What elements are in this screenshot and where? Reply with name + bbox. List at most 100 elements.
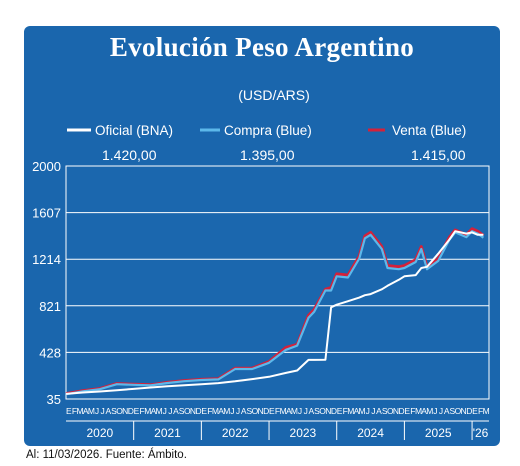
x-month-label: F bbox=[140, 406, 145, 416]
y-tick-label: 1214 bbox=[32, 252, 61, 267]
page-title: Evolución Peso Argentino bbox=[109, 32, 415, 62]
x-month-label: D bbox=[195, 406, 201, 416]
x-month-label: A bbox=[354, 406, 360, 416]
x-year-label: 2020 bbox=[86, 426, 113, 440]
value-oficial: 1.420,00 bbox=[102, 147, 157, 163]
y-tick-label: 35 bbox=[47, 392, 61, 407]
x-month-label: M bbox=[280, 406, 287, 416]
x-month-label: F bbox=[275, 406, 280, 416]
x-month-label: M bbox=[291, 406, 298, 416]
legend-label-oficial: Oficial (BNA) bbox=[95, 123, 173, 138]
x-year-label: 2024 bbox=[357, 426, 384, 440]
x-month-label: O bbox=[184, 406, 191, 416]
x-month-label: E bbox=[66, 406, 72, 416]
line-oficial-bna bbox=[65, 230, 484, 395]
x-month-label: M bbox=[223, 406, 230, 416]
x-month-label: A bbox=[218, 406, 224, 416]
x-year-label: 2022 bbox=[222, 426, 249, 440]
x-month-label: M bbox=[426, 406, 433, 416]
x-month-label: F bbox=[343, 406, 348, 416]
x-year-label: 2025 bbox=[425, 426, 452, 440]
x-month-label: J bbox=[304, 406, 308, 416]
x-month-label: J bbox=[366, 406, 370, 416]
legend-label-compra: Compra (Blue) bbox=[224, 123, 312, 138]
x-month-label: O bbox=[455, 406, 462, 416]
value-venta: 1.415,00 bbox=[411, 147, 466, 163]
x-month-label: A bbox=[444, 406, 450, 416]
x-month-label: A bbox=[105, 406, 111, 416]
x-month-label: M bbox=[88, 406, 95, 416]
x-month-label: A bbox=[309, 406, 315, 416]
x-month-label: A bbox=[241, 406, 247, 416]
x-month-label: N bbox=[190, 406, 196, 416]
x-month-label: E bbox=[201, 406, 207, 416]
x-month-label: S bbox=[314, 406, 320, 416]
x-month-label: M bbox=[347, 406, 354, 416]
x-month-label: N bbox=[325, 406, 331, 416]
x-month-label: D bbox=[331, 406, 337, 416]
series-lines bbox=[65, 227, 485, 396]
x-month-label: J bbox=[298, 406, 302, 416]
x-month-label: A bbox=[173, 406, 179, 416]
x-month-label: J bbox=[236, 406, 240, 416]
x-year-label: 2023 bbox=[290, 426, 317, 440]
x-month-label: J bbox=[101, 406, 105, 416]
x-month-label: O bbox=[319, 406, 326, 416]
x-month-label: F bbox=[72, 406, 77, 416]
x-month-label: O bbox=[387, 406, 394, 416]
x-month-label: E bbox=[269, 406, 275, 416]
x-month-label: M bbox=[156, 406, 163, 416]
x-month-label: A bbox=[83, 406, 89, 416]
x-month-label: N bbox=[122, 406, 128, 416]
x-month-label: E bbox=[472, 406, 478, 416]
y-tick-label: 821 bbox=[39, 299, 61, 314]
x-month-label: M bbox=[415, 406, 422, 416]
x-month-label: J bbox=[433, 406, 437, 416]
x-month-label: J bbox=[163, 406, 167, 416]
chart-subtitle: (USD/ARS) bbox=[238, 87, 310, 103]
x-month-label: E bbox=[404, 406, 410, 416]
x-month-label: N bbox=[461, 406, 467, 416]
plot-area bbox=[65, 165, 490, 400]
x-month-label: F bbox=[410, 406, 415, 416]
legend-label-venta: Venta (Blue) bbox=[392, 123, 466, 138]
x-month-label: E bbox=[337, 406, 343, 416]
x-month-label: D bbox=[128, 406, 134, 416]
x-month-label: M bbox=[483, 406, 490, 416]
y-axis-ticks: 35 428 821 1214 1607 2000 bbox=[32, 159, 61, 407]
x-month-label: D bbox=[399, 406, 405, 416]
x-month-label: S bbox=[111, 406, 117, 416]
x-month-label: J bbox=[95, 406, 99, 416]
x-month-label: F bbox=[207, 406, 212, 416]
footer-source: Al: 11/03/2026. Fuente: Ámbito. bbox=[26, 449, 187, 461]
x-year-label: 2021 bbox=[154, 426, 181, 440]
x-month-label: A bbox=[151, 406, 157, 416]
x-month-label: M bbox=[144, 406, 151, 416]
x-month-label: N bbox=[258, 406, 264, 416]
y-tick-label: 2000 bbox=[32, 159, 61, 174]
x-month-label: J bbox=[230, 406, 234, 416]
x-month-label: J bbox=[371, 406, 375, 416]
x-month-label: S bbox=[246, 406, 252, 416]
x-month-label: M bbox=[77, 406, 84, 416]
gridlines bbox=[66, 212, 489, 353]
x-month-label: D bbox=[466, 406, 472, 416]
x-month-label: M bbox=[212, 406, 219, 416]
x-month-label: F bbox=[478, 406, 483, 416]
x-month-label: M bbox=[359, 406, 366, 416]
x-month-label: E bbox=[134, 406, 140, 416]
x-month-label: A bbox=[421, 406, 427, 416]
x-year-label: '26 bbox=[473, 426, 489, 440]
x-month-label: O bbox=[116, 406, 123, 416]
x-month-label: D bbox=[263, 406, 269, 416]
x-month-label: N bbox=[393, 406, 399, 416]
y-tick-label: 428 bbox=[39, 345, 61, 360]
x-month-label: O bbox=[252, 406, 259, 416]
legend: Oficial (BNA) Compra (Blue) Venta (Blue)… bbox=[67, 123, 466, 163]
value-compra: 1.395,00 bbox=[240, 147, 295, 163]
x-month-label: A bbox=[286, 406, 292, 416]
x-month-label: J bbox=[168, 406, 172, 416]
x-month-label: J bbox=[439, 406, 443, 416]
